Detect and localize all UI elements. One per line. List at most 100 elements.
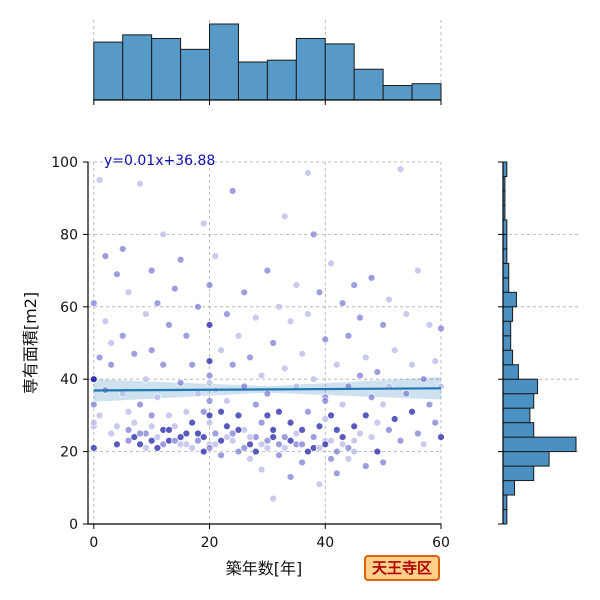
right-hist-bar — [502, 407, 531, 424]
scatter-point — [437, 324, 445, 333]
scatter-point — [327, 411, 335, 420]
scatter-point — [176, 433, 185, 441]
scatter-point — [350, 422, 358, 430]
scatter-point — [263, 411, 272, 420]
scatter-point — [269, 339, 277, 347]
scatter-point — [292, 281, 301, 289]
regression-line — [93, 387, 442, 392]
scatter-point — [338, 433, 347, 441]
scatter-point — [113, 440, 121, 449]
scatter-point — [153, 393, 162, 401]
scatter-point — [240, 288, 248, 297]
scatter-point — [286, 437, 295, 445]
scatter-point — [350, 437, 358, 445]
scatter-point — [263, 437, 272, 445]
scatter-point — [338, 440, 347, 449]
right-hist-bar — [502, 262, 510, 279]
scatter-point — [356, 429, 364, 438]
scatter-point — [176, 379, 185, 387]
top-histogram-bars — [93, 23, 442, 101]
main-plot: 0 20 40 60 0 20 40 60 80 100 y=0.01x+36.88 築年数[年]… — [21, 153, 450, 578]
scatter-point — [182, 408, 191, 416]
right-hist-bar — [502, 436, 577, 453]
scatter-point — [263, 266, 272, 275]
scatter-point — [101, 252, 110, 260]
scatter-point — [431, 357, 439, 365]
scatter-point — [315, 480, 324, 488]
right-hist-bar — [502, 422, 535, 438]
scatter-point — [252, 447, 260, 456]
scatter-point — [246, 353, 254, 362]
scatter-point — [159, 440, 167, 449]
scatter-point — [321, 415, 329, 423]
scatter-point — [188, 361, 196, 369]
y-tick-label: 100 — [51, 155, 78, 171]
top-hist-bar — [411, 83, 442, 101]
scatter-point — [107, 361, 115, 369]
scatter-point — [182, 332, 191, 340]
right-hist-bar — [502, 480, 516, 496]
scatter-point — [200, 408, 208, 416]
right-hist-bar — [502, 320, 512, 337]
scatter-point — [419, 440, 428, 449]
right-hist-bar — [502, 451, 550, 467]
scatter-point — [165, 411, 173, 420]
right-hist-bar — [502, 465, 535, 482]
scatter-point — [327, 455, 335, 463]
scatter-point — [147, 411, 156, 420]
right-axes — [498, 161, 504, 525]
top-hist-bar — [93, 41, 124, 101]
scatter-point — [408, 408, 416, 416]
scatter-point — [333, 447, 341, 456]
scatter-point — [304, 310, 312, 318]
x-axis-title: 築年数[年] — [226, 559, 303, 578]
scatter-point — [414, 429, 422, 438]
top-hist-bar — [295, 37, 326, 101]
scatter-point — [234, 411, 243, 420]
scatter-point — [321, 440, 329, 449]
scatter-point — [281, 444, 289, 452]
scatter-point — [385, 426, 393, 434]
scatter-point — [246, 440, 254, 449]
scatter-point — [223, 433, 231, 441]
y-tick-label: 80 — [60, 227, 78, 243]
scatter-point — [281, 212, 289, 221]
scatter-point — [338, 299, 347, 307]
scatter-point — [205, 281, 214, 289]
scatter-point — [205, 397, 214, 405]
y-tick-label: 0 — [69, 517, 78, 533]
scatter-point — [402, 310, 410, 318]
scatter-point — [269, 426, 277, 434]
scatter-point — [275, 451, 283, 459]
scatter-point — [333, 469, 341, 478]
scatter-point — [257, 466, 266, 474]
scatter-point — [275, 408, 283, 416]
scatter-point — [153, 433, 162, 441]
right-hist-bar — [502, 393, 535, 409]
scatter-point — [263, 444, 272, 452]
scatter-point — [142, 310, 150, 318]
scatter-point — [414, 266, 422, 275]
scatter-point — [281, 364, 289, 373]
right-hist-bar — [502, 277, 510, 293]
scatter-point — [124, 408, 133, 416]
scatter-point — [147, 437, 156, 445]
scatter-point — [124, 288, 133, 297]
scatter-point — [176, 256, 185, 264]
scatter-point — [113, 270, 121, 278]
scatter-point — [344, 455, 353, 463]
scatter-point — [315, 422, 324, 430]
scatter-point — [136, 180, 144, 188]
scatter-point — [286, 473, 295, 481]
scatter-point — [373, 447, 382, 456]
top-hist-bar — [324, 43, 355, 101]
scatter-point — [391, 346, 399, 354]
scatter-point — [147, 422, 156, 430]
scatter-point — [205, 321, 214, 329]
scatter-point — [344, 332, 353, 340]
scatter-point — [275, 303, 283, 311]
scatter-point — [321, 397, 329, 405]
scatter-point — [252, 400, 260, 409]
scatter-point — [350, 281, 358, 289]
scatter-point — [385, 295, 393, 304]
